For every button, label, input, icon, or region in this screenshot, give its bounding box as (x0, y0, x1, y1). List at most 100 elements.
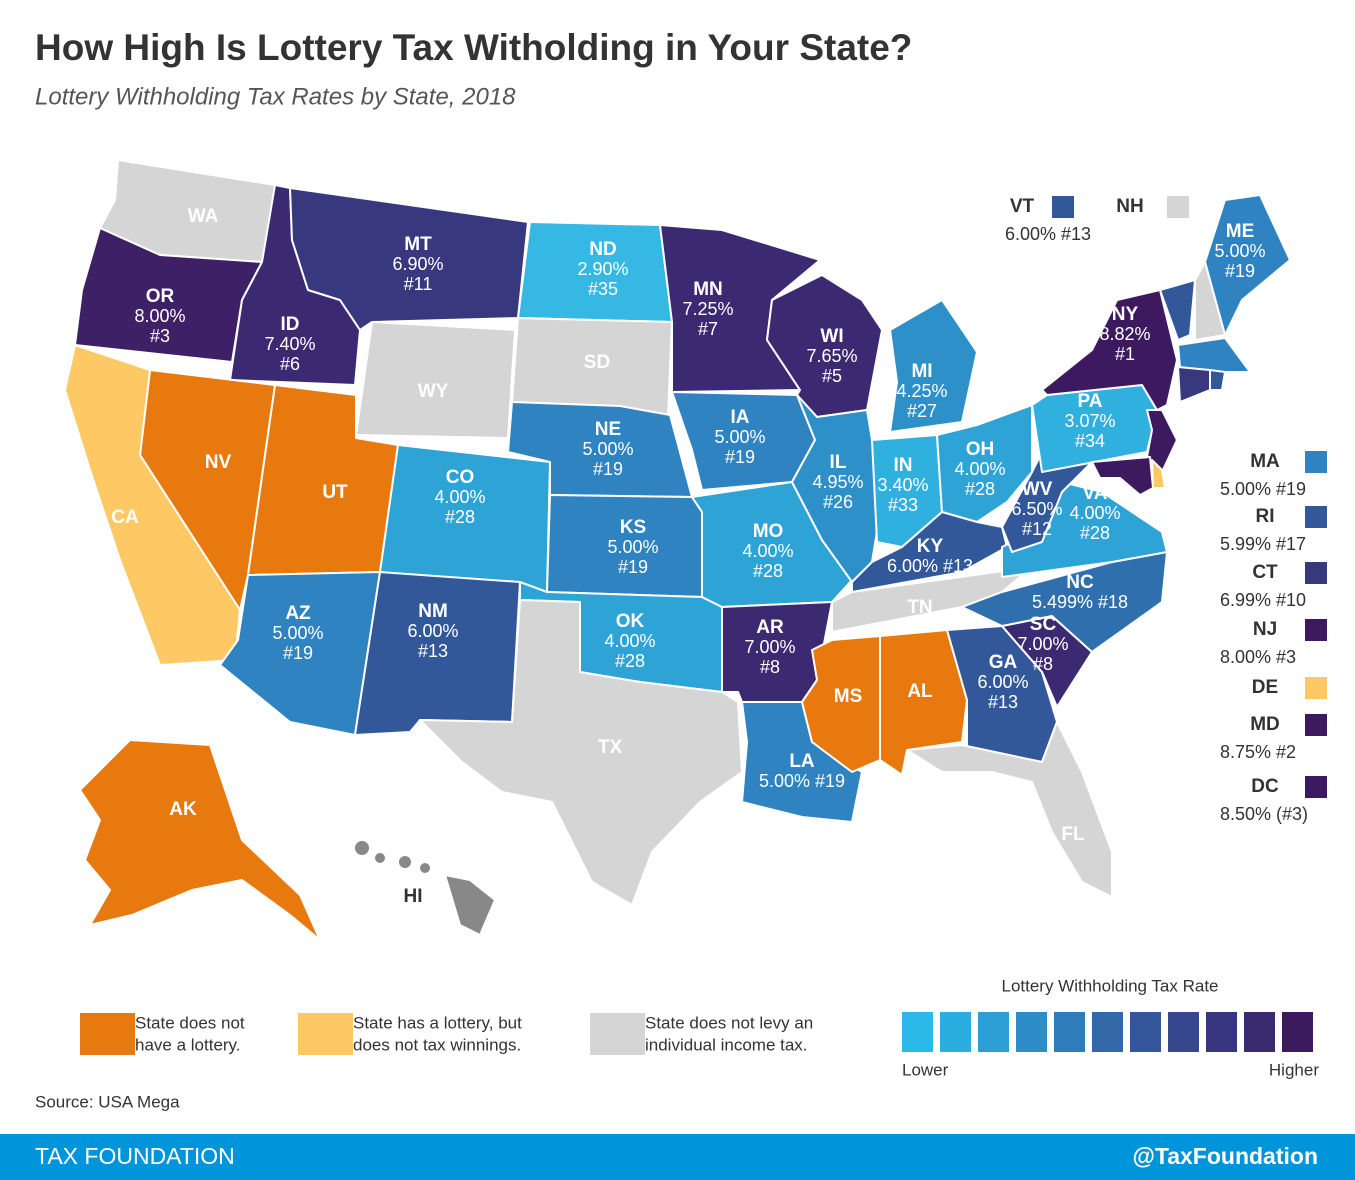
state-value: 2.90% (577, 259, 628, 279)
footer-right: @TaxFoundation (1132, 1143, 1318, 1169)
map: WA OR8.00%#3 ID7.40%#6 MT6.90%#11 WY NV CA UT AZ… (64, 159, 1327, 941)
state-abbr: WV (1022, 479, 1053, 500)
state-value: #7 (698, 319, 718, 339)
state-value: #1 (1115, 344, 1135, 364)
state-value: #11 (404, 274, 433, 294)
state-abbr: MI (911, 361, 932, 382)
legend: State does not have a lottery. State has a… (80, 976, 1319, 1079)
callout-value: 6.00% #13 (1005, 224, 1091, 244)
scale-swatch (1016, 1012, 1047, 1052)
state-shape (444, 874, 496, 936)
state-value: 3.40% (877, 475, 928, 495)
state-value: 8.82% (1099, 324, 1150, 344)
callout-abbr: NH (1116, 196, 1143, 217)
state-abbr: UT (322, 482, 348, 503)
state-shape (961, 551, 1168, 653)
state-shape (1194, 261, 1226, 341)
state-value: 7.25% (682, 299, 733, 319)
state-value: #26 (823, 492, 853, 512)
title: How High Is Lottery Tax Witholding in Yo… (35, 27, 912, 68)
island (375, 853, 385, 863)
legend-label: have a lottery. (135, 1035, 241, 1054)
state-value: 5.00% (582, 439, 633, 459)
state-abbr: IN (894, 455, 913, 476)
state-abbr: NM (418, 601, 448, 622)
state-value: #34 (1075, 431, 1105, 451)
state-value: #13 (418, 641, 448, 661)
state-value: #19 (725, 447, 755, 467)
scale-swatch (940, 1012, 971, 1052)
state-value: #28 (753, 561, 783, 581)
state-value: 5.00% (1214, 241, 1265, 261)
state-abbr: KS (620, 517, 646, 538)
state-abbr: WI (820, 326, 843, 347)
state-abbr: VA (1083, 483, 1108, 504)
state-value: 4.00% (604, 631, 655, 651)
scale-swatch (1168, 1012, 1199, 1052)
state-abbr: AR (756, 617, 784, 638)
state-abbr: IA (731, 407, 750, 428)
state-shape (801, 635, 881, 773)
state-abbr: HI (404, 886, 423, 907)
callout-value: 6.99% #10 (1220, 590, 1306, 610)
state-shape (79, 739, 321, 941)
state-value: 7.00% (744, 637, 795, 657)
state-abbr: AK (169, 799, 197, 820)
state-abbr: WA (188, 206, 219, 227)
scale-swatch (1130, 1012, 1161, 1052)
state-abbr: WY (418, 381, 449, 402)
state-abbr: CA (111, 507, 139, 528)
state-shape (1177, 366, 1211, 403)
state-shape (1177, 337, 1251, 373)
state-value: #28 (445, 507, 475, 527)
island (355, 841, 369, 855)
state-value: 4.25% (896, 381, 947, 401)
state-shape (851, 511, 1008, 593)
callout-abbr: DC (1251, 776, 1279, 797)
scale-swatch (978, 1012, 1009, 1052)
state-value: #35 (588, 279, 618, 299)
legend-label: individual income tax. (645, 1035, 808, 1054)
callout-value: 5.99% #17 (1220, 534, 1306, 554)
legend-swatch (298, 1013, 353, 1055)
state-value: 4.00% (1069, 503, 1120, 523)
callout-abbr: MA (1250, 451, 1280, 472)
state-value: #12 (1022, 519, 1052, 539)
state-value: #3 (150, 326, 170, 346)
scale-swatch (1054, 1012, 1085, 1052)
state-value: #28 (615, 651, 645, 671)
state-shape (419, 599, 743, 906)
state-abbr: MS (834, 686, 863, 707)
callout-value: 5.00% #19 (1220, 479, 1306, 499)
state-shape (889, 299, 978, 433)
state-shape (64, 344, 241, 666)
state-value: #28 (1080, 523, 1110, 543)
legend-label: State does not levy an (645, 1013, 813, 1032)
state-value: #5 (822, 366, 842, 386)
state-value: 3.07% (1064, 411, 1115, 431)
state-abbr: OK (616, 611, 645, 632)
state-value: #19 (1225, 261, 1255, 281)
legend-label: does not tax winnings. (353, 1035, 521, 1054)
state-shape (1209, 369, 1226, 391)
callout-value: 8.00% #3 (1220, 647, 1296, 667)
state-value: 7.00% (1017, 634, 1068, 654)
callout-swatch (1167, 196, 1189, 218)
state-value: 5.00% (607, 537, 658, 557)
scale-low: Lower (902, 1060, 949, 1079)
callout-swatch (1305, 451, 1327, 473)
callout-abbr: MD (1250, 714, 1280, 735)
callout-value: 8.75% #2 (1220, 742, 1296, 762)
state-value: 6.00% #13 (887, 556, 973, 576)
state-abbr: IL (830, 452, 847, 473)
state-abbr: SD (584, 352, 610, 373)
state-abbr: ME (1226, 221, 1255, 242)
callout-abbr: DE (1252, 677, 1278, 698)
callout-abbr: VT (1010, 196, 1035, 217)
state-value: #19 (283, 643, 313, 663)
state-value: 7.65% (806, 346, 857, 366)
callout-swatch (1305, 619, 1327, 641)
state-abbr: TX (598, 737, 623, 758)
state-shape (1159, 279, 1196, 341)
